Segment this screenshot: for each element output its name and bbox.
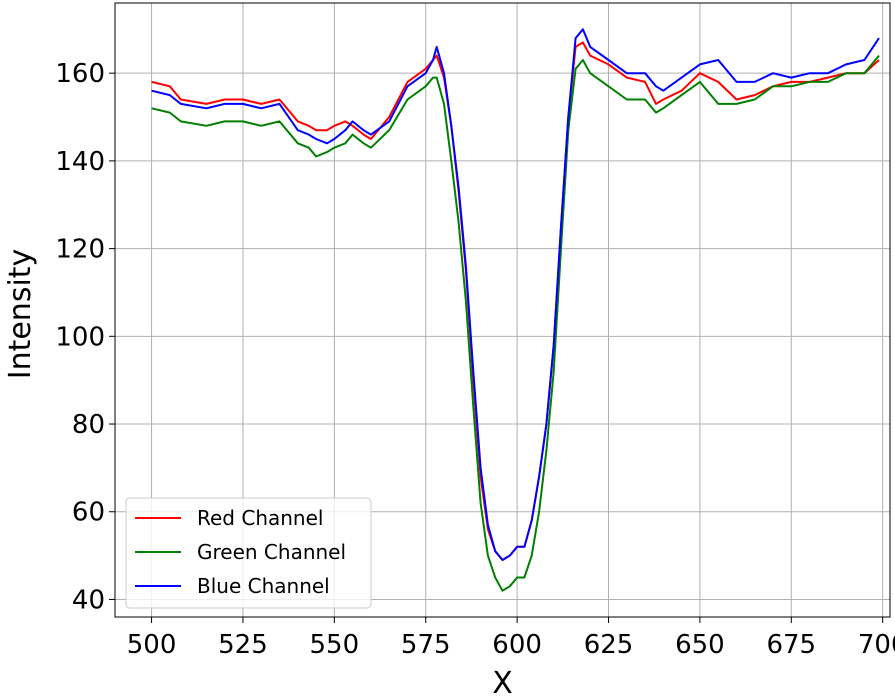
green-channel-line xyxy=(151,54,880,592)
legend-box xyxy=(125,497,372,609)
y-tick-label: 80 xyxy=(72,410,105,440)
y-tick-label: 40 xyxy=(72,585,105,615)
plot-frame xyxy=(114,2,891,618)
y-tick-label: 60 xyxy=(72,498,105,528)
x-tick-label: 575 xyxy=(401,630,451,660)
legend-label: Blue Channel xyxy=(197,574,330,598)
x-tick-label: 600 xyxy=(492,630,542,660)
y-tick-label: 160 xyxy=(55,59,105,89)
x-tick-label: 550 xyxy=(310,630,360,660)
x-tick-label: 525 xyxy=(218,630,268,660)
y-axis-label: Intensity xyxy=(3,249,38,380)
y-tick-label: 120 xyxy=(55,235,105,265)
legend-label: Green Channel xyxy=(197,540,346,564)
blue-channel-line xyxy=(151,28,880,561)
legend-label: Red Channel xyxy=(197,506,323,530)
grid xyxy=(115,3,890,617)
y-tick-label: 140 xyxy=(55,147,105,177)
series-layer xyxy=(151,28,880,592)
x-axis-label: X xyxy=(492,666,513,699)
x-tick-label: 675 xyxy=(766,630,816,660)
x-axis-ticks: 500 525 550 575 600 625 650 675 700 xyxy=(127,617,895,660)
x-tick-label: 625 xyxy=(584,630,634,660)
x-tick-label: 700 xyxy=(858,630,895,660)
y-tick-label: 100 xyxy=(55,322,105,352)
y-axis-ticks: 40 60 80 100 120 140 160 xyxy=(55,59,115,615)
legend: Red Channel Green Channel Blue Channel xyxy=(125,497,372,609)
x-tick-label: 500 xyxy=(127,630,177,660)
x-tick-label: 650 xyxy=(675,630,725,660)
